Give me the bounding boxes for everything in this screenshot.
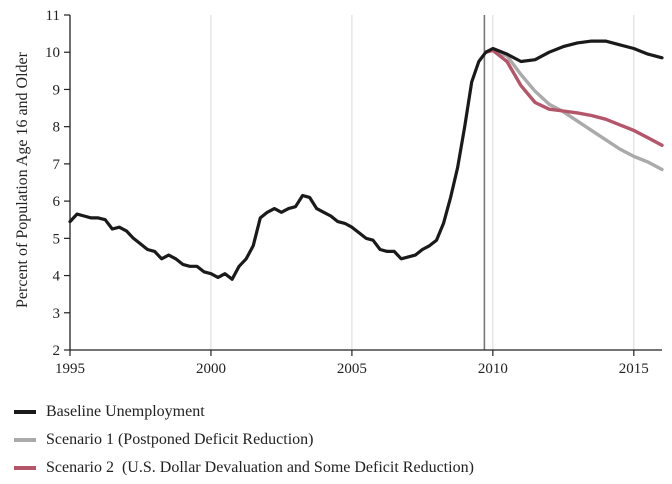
x-tick-label-1995: 1995 — [55, 361, 85, 377]
y-tick-label-4: 4 — [53, 269, 61, 285]
y-tick-label-10: 10 — [45, 45, 60, 61]
series-line-scenario-1 — [484, 48, 664, 172]
legend-swatch-scenario-1 — [14, 438, 36, 442]
legend-item-scenario-2: Scenario 2 (U.S. Dollar Devaluation and … — [14, 454, 474, 482]
y-tick-label-7: 7 — [53, 157, 61, 173]
legend-item-scenario-1: Scenario 1 (Postponed Deficit Reduction) — [14, 426, 474, 454]
x-tick-label-2010: 2010 — [478, 361, 508, 377]
y-tick-label-6: 6 — [53, 194, 61, 210]
tick-labels: 2 3 4 5 6 7 8 9 10 11 1995 2000 2005 2010 2015 — [45, 8, 649, 377]
legend-swatch-scenario-2 — [14, 466, 36, 470]
y-axis-label: Percent of Population Age 16 and Older — [14, 51, 31, 308]
x-tick-label-2005: 2005 — [337, 361, 367, 377]
y-tick-label-11: 11 — [46, 8, 60, 24]
legend-label-scenario-1: Scenario 1 (Postponed Deficit Reduction) — [46, 431, 314, 448]
y-tick-label-9: 9 — [53, 82, 61, 98]
y-tick-label-3: 3 — [53, 306, 61, 322]
x-tick-label-2015: 2015 — [619, 361, 649, 377]
legend-swatch-baseline — [14, 410, 36, 414]
chart: 2 3 4 5 6 7 8 9 10 11 1995 2000 2005 2010 2015 Percent… — [14, 8, 664, 377]
y-tick-label-5: 5 — [53, 231, 61, 247]
x-tick-label-2000: 2000 — [196, 361, 226, 377]
grid-lines — [69, 15, 635, 350]
series-lines — [68, 39, 664, 281]
legend: Baseline Unemployment Scenario 1 (Postpo… — [14, 398, 474, 482]
legend-label-scenario-2: Scenario 2 (U.S. Dollar Devaluation and … — [46, 459, 474, 476]
legend-label-baseline: Baseline Unemployment — [46, 403, 205, 420]
y-tick-label-2: 2 — [53, 343, 61, 359]
y-tick-label-8: 8 — [53, 120, 61, 136]
series-line-scenario-2 — [484, 48, 664, 147]
axes — [64, 14, 662, 356]
series-line-baseline — [68, 39, 664, 281]
legend-item-baseline: Baseline Unemployment — [14, 398, 474, 426]
